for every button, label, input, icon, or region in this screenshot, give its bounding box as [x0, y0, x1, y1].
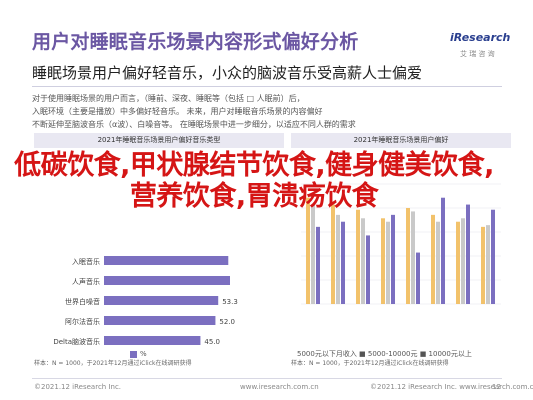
footer-copyright: ©2021.12 iResearch Inc.	[34, 383, 122, 391]
bar	[306, 197, 310, 304]
value-label: 53.3	[222, 298, 238, 306]
right-sample-note: 样本：N = 1000，于2021年12月通过iClick在线调研获得	[291, 360, 449, 367]
left-legend-label: %	[140, 350, 147, 358]
bar	[356, 209, 360, 304]
header-divider	[32, 86, 502, 87]
logo-text: iResearch	[450, 31, 511, 44]
bar	[456, 221, 460, 304]
footer-copyright-right: ©2021.12 iResearch Inc. www.iresearch.co…	[370, 383, 533, 391]
bar	[441, 197, 445, 304]
category-label: 人声音乐	[72, 277, 100, 286]
right-bar-chart	[301, 183, 501, 305]
bar	[341, 221, 345, 304]
left-chart-header: 2021年睡眠音乐场景用户偏好音乐类型	[34, 133, 284, 148]
left-sample-note: 样本：N = 1000，于2021年12月通过iClick在线调研获得	[34, 360, 192, 367]
page-subtitle: 睡眠场景用户偏好轻音乐，小众的脑波音乐受高薪人士偏爱	[32, 64, 423, 82]
bar	[491, 209, 495, 304]
iresearch-logo: iResearch 艾 瑞 咨 询	[450, 31, 510, 67]
bar	[481, 226, 485, 304]
left-legend-swatch	[130, 350, 137, 358]
bar	[361, 218, 365, 304]
bar	[386, 221, 390, 304]
bar	[406, 208, 410, 304]
intro-line-2: 入眠环境（主要是播放）中多偏好轻音乐。 未来，用户对睡眠音乐场景的内容偏好	[32, 107, 323, 116]
bar	[431, 214, 435, 304]
bar	[391, 214, 395, 304]
right-chart-header: 2021年睡眠音乐场景用户偏好	[291, 133, 511, 148]
footer-url: www.iresearch.com.cn	[240, 383, 319, 391]
bar	[486, 225, 490, 304]
bar	[381, 218, 385, 304]
page-number: 12	[492, 383, 501, 391]
bar	[331, 204, 335, 304]
value-label: 45.0	[204, 338, 220, 346]
bar	[104, 336, 201, 345]
left-legend: %	[130, 350, 147, 358]
bar	[411, 211, 415, 304]
bar	[336, 214, 340, 304]
bar	[104, 316, 216, 325]
bar	[104, 256, 229, 265]
bar	[436, 221, 440, 304]
category-label: Delta脑波音乐	[53, 337, 100, 346]
bar	[311, 204, 315, 304]
bar	[416, 252, 420, 304]
intro-line-1: 对于使用睡眠场景的用户而言，（睡前、深夜、睡眠等（包括 □ 人眠前）后，	[32, 94, 305, 103]
bar	[461, 218, 465, 304]
bar	[104, 276, 230, 285]
intro-line-3: 不断延伸至脑波音乐（α波）、白噪音等。 在睡眠场景中进一步细分，以适应不同人群的…	[32, 120, 356, 129]
bar	[104, 296, 219, 305]
category-label: 入眠音乐	[72, 257, 100, 266]
right-legend: 5000元以下月收入 ■ 5000-10000元 ■ 10000元以上	[297, 350, 472, 358]
bar	[466, 204, 470, 304]
category-label: 世界白噪音	[65, 297, 100, 306]
overlay-watermark-text: 低碳饮食,甲状腺结节饮食,健身健美饮食,营养饮食,胃溃疡饮食	[14, 150, 494, 212]
value-label: 52.0	[219, 318, 235, 326]
bar	[366, 235, 370, 304]
page-title: 用户对睡眠音乐场景内容形式偏好分析	[32, 31, 359, 53]
footer-divider	[32, 378, 502, 379]
logo-subtext: 艾 瑞 咨 询	[460, 50, 495, 58]
bar	[316, 226, 320, 304]
category-label: 阿尔法音乐	[65, 317, 100, 326]
